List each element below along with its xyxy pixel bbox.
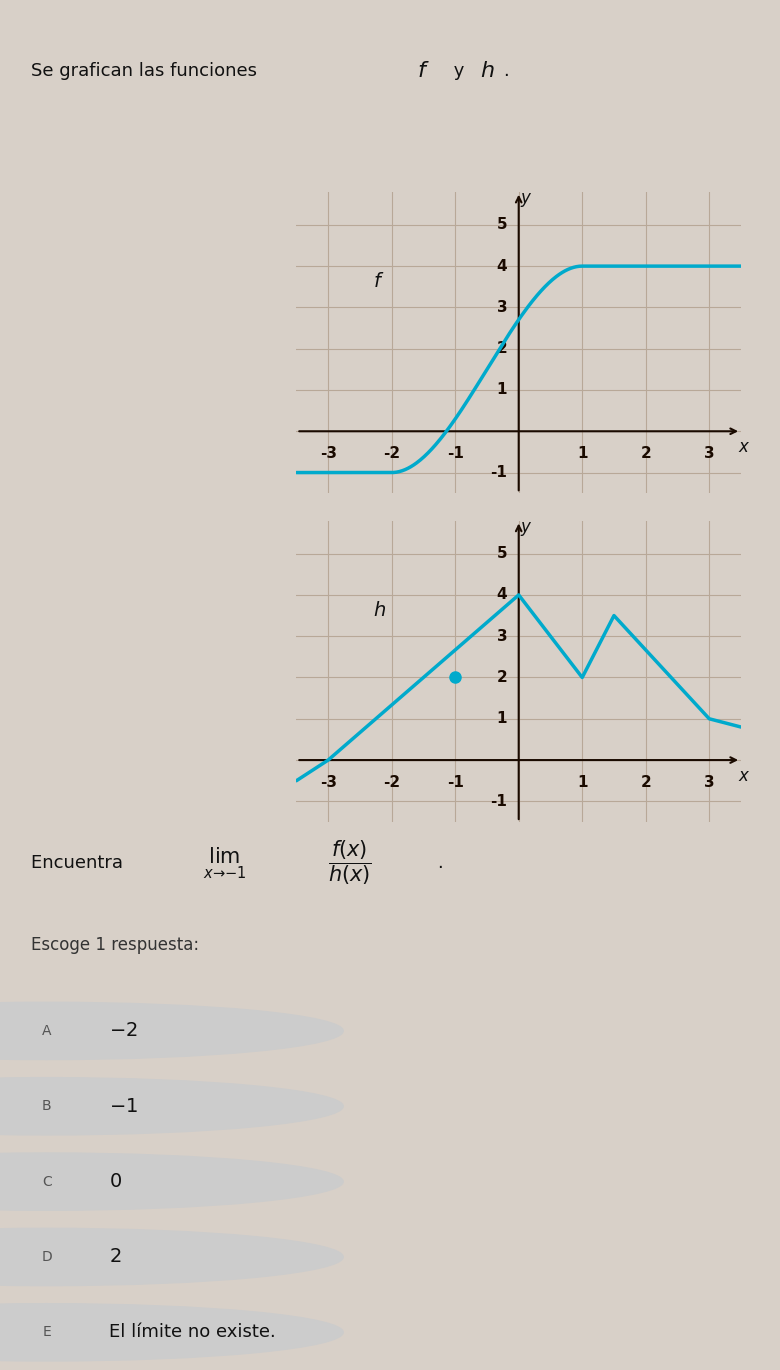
Text: D: D (41, 1249, 52, 1265)
Text: $\dfrac{f(x)}{h(x)}$: $\dfrac{f(x)}{h(x)}$ (328, 838, 371, 888)
Text: $2$: $2$ (109, 1248, 122, 1266)
Circle shape (0, 1003, 343, 1059)
Text: Encuentra: Encuentra (31, 854, 135, 873)
Text: Escoge 1 respuesta:: Escoge 1 respuesta: (31, 936, 200, 955)
Text: 2: 2 (640, 445, 651, 460)
Text: $0$: $0$ (109, 1173, 122, 1191)
Text: A: A (42, 1023, 51, 1038)
Text: -1: -1 (491, 793, 507, 808)
Text: 3: 3 (704, 774, 714, 789)
Text: $-2$: $-2$ (109, 1022, 138, 1040)
Text: Se grafican las funciones: Se grafican las funciones (31, 62, 263, 81)
Text: 3: 3 (704, 445, 714, 460)
Text: -1: -1 (491, 464, 507, 479)
Text: -2: -2 (383, 445, 400, 460)
Circle shape (0, 1078, 343, 1134)
Text: $y$: $y$ (520, 519, 533, 538)
Text: $\lim_{x \to -1}$: $\lim_{x \to -1}$ (203, 845, 246, 881)
Text: 2: 2 (640, 774, 651, 789)
Text: -2: -2 (383, 774, 400, 789)
Text: 1: 1 (497, 382, 507, 397)
Text: $f$: $f$ (373, 271, 384, 290)
Text: $h$: $h$ (480, 60, 495, 82)
Text: $x$: $x$ (738, 440, 750, 456)
Text: 4: 4 (497, 588, 507, 603)
Text: C: C (42, 1174, 51, 1189)
Text: 1: 1 (577, 445, 587, 460)
Text: B: B (42, 1099, 51, 1114)
Text: 3: 3 (497, 629, 507, 644)
Text: .: . (437, 854, 442, 873)
Text: $-1$: $-1$ (109, 1097, 138, 1115)
Text: .: . (503, 62, 509, 81)
Text: -1: -1 (447, 445, 463, 460)
Text: 2: 2 (497, 341, 507, 356)
Text: 5: 5 (497, 218, 507, 233)
Text: $f$: $f$ (417, 60, 430, 82)
Text: 2: 2 (497, 670, 507, 685)
Text: 4: 4 (497, 259, 507, 274)
Text: El límite no existe.: El límite no existe. (109, 1323, 276, 1341)
Circle shape (0, 1304, 343, 1360)
Text: -1: -1 (447, 774, 463, 789)
Text: E: E (42, 1325, 51, 1340)
Text: 5: 5 (497, 547, 507, 562)
Circle shape (0, 1154, 343, 1210)
Text: $x$: $x$ (738, 769, 750, 785)
Circle shape (0, 1229, 343, 1285)
Text: 1: 1 (497, 711, 507, 726)
Text: y: y (448, 62, 470, 81)
Text: -3: -3 (320, 445, 337, 460)
Text: $h$: $h$ (373, 600, 385, 619)
Text: 1: 1 (577, 774, 587, 789)
Text: 3: 3 (497, 300, 507, 315)
Text: -3: -3 (320, 774, 337, 789)
Text: $y$: $y$ (520, 190, 533, 210)
